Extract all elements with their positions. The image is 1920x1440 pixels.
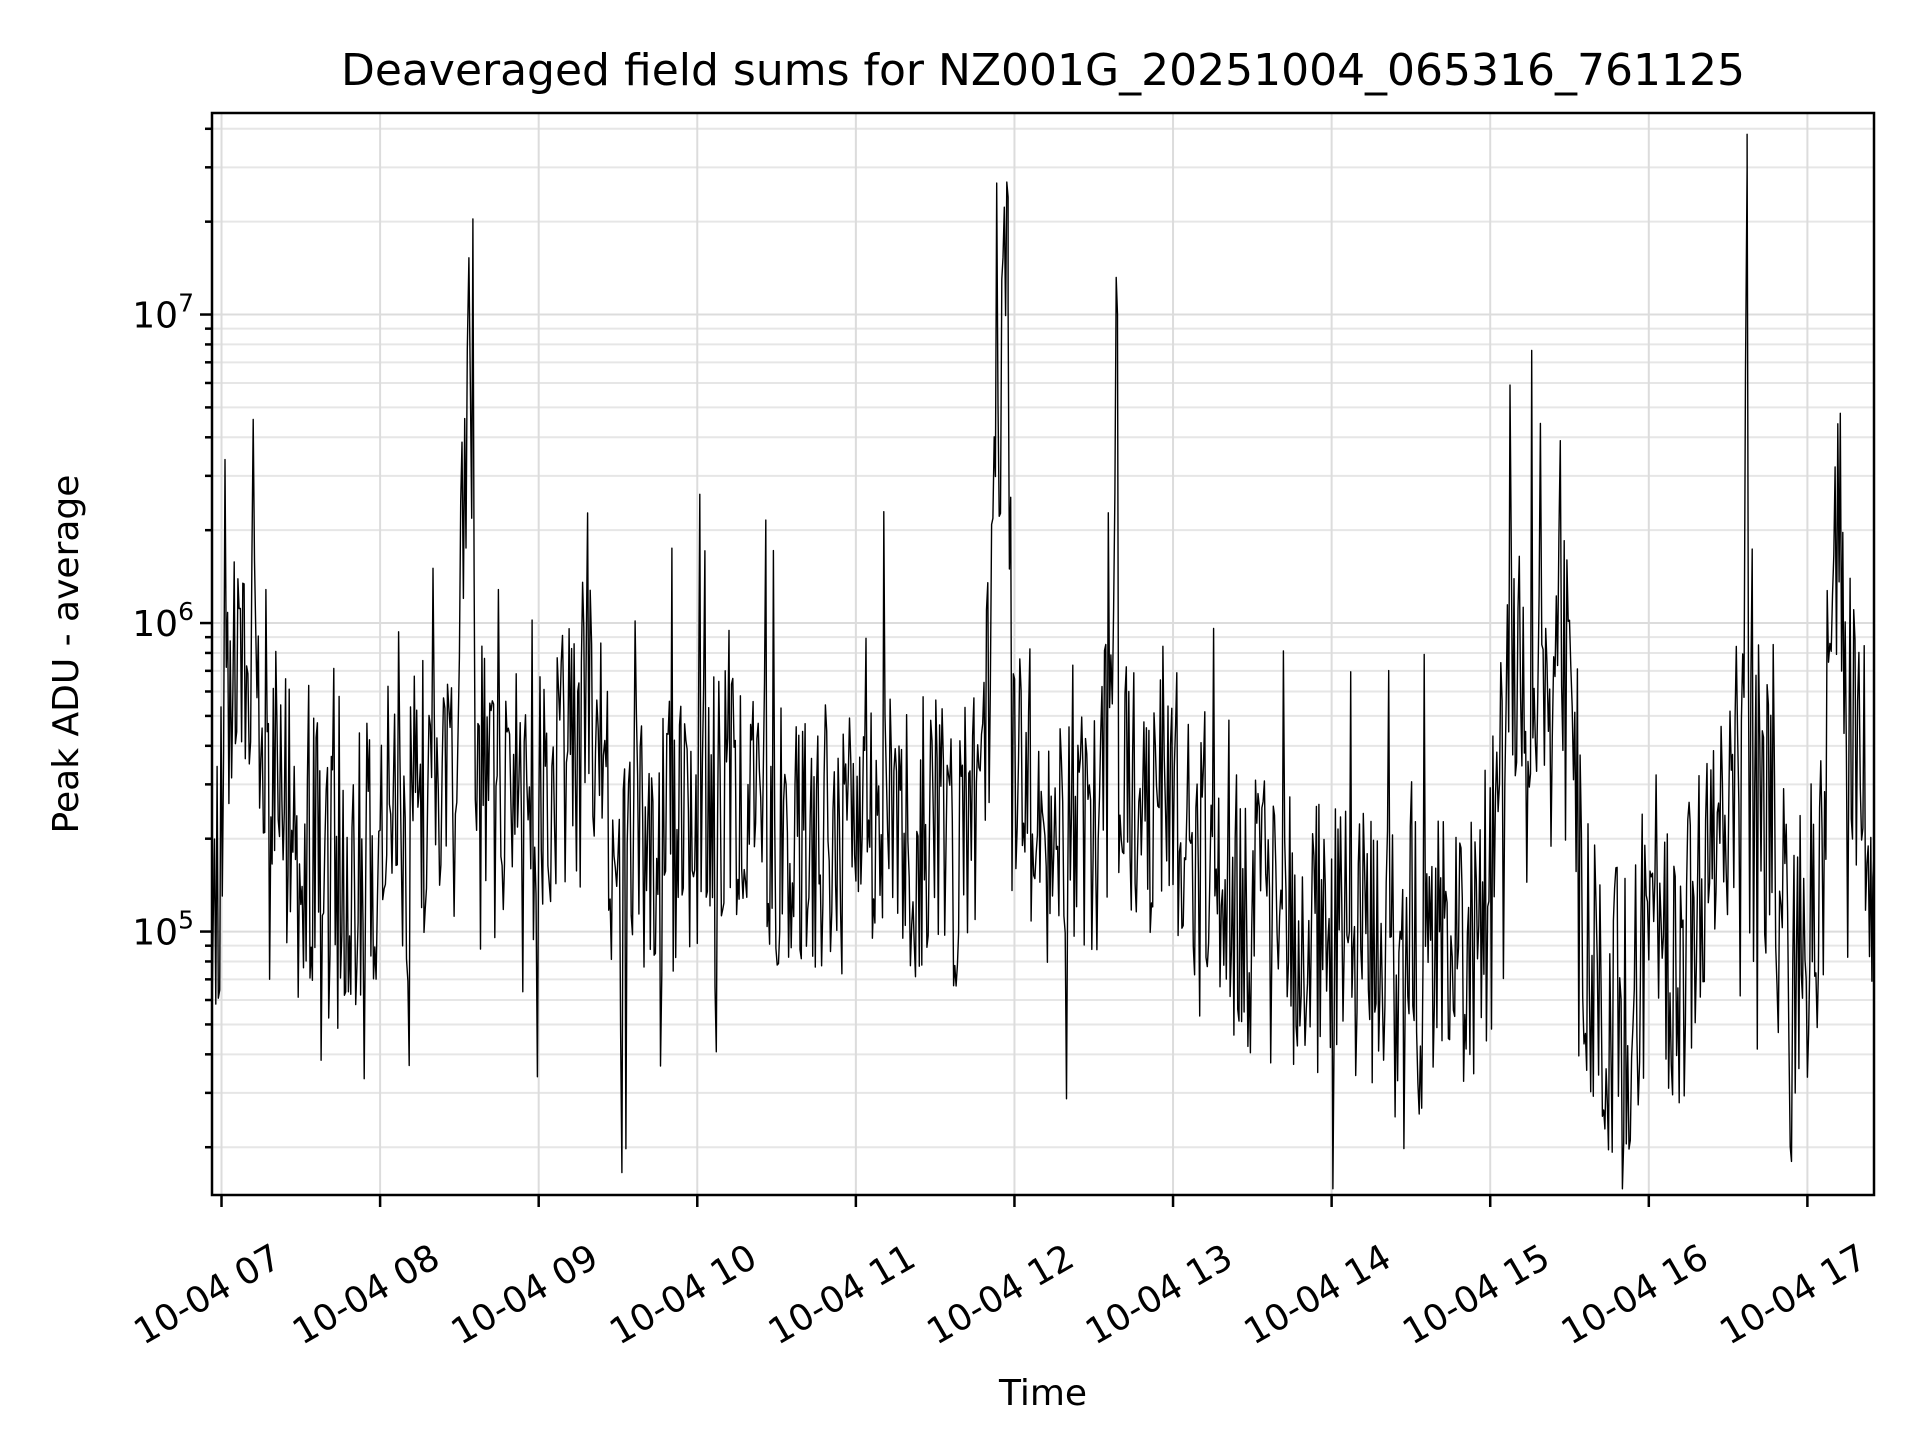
y-tick-label: 107 [132, 289, 194, 337]
chart-title: Deaveraged field sums for NZ001G_2025100… [341, 45, 1745, 96]
y-tick-label: 105 [132, 906, 194, 954]
series-line-peak-adu [211, 133, 1875, 1190]
x-axis-label: Time [998, 1373, 1087, 1414]
y-tick-label: 106 [132, 597, 194, 645]
y-axis-label: Peak ADU - average [46, 475, 87, 834]
